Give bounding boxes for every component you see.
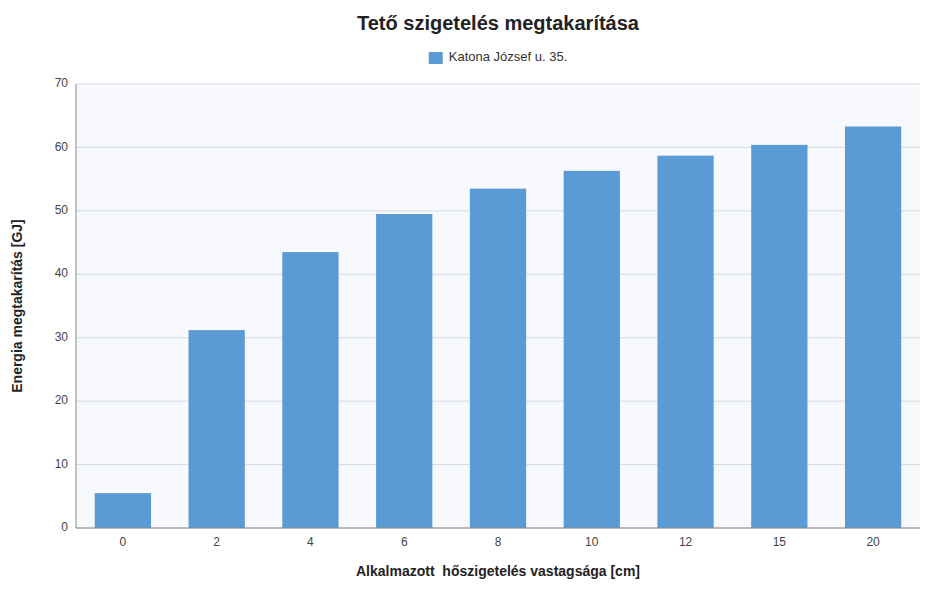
bar: [189, 330, 245, 528]
bar: [470, 189, 526, 528]
y-grid: [76, 84, 920, 528]
y-axis-line: [76, 84, 77, 528]
y-tick-label: 20: [55, 393, 69, 407]
bar: [751, 145, 807, 528]
bar: [845, 126, 901, 528]
x-axis-label: Alkalmazott hőszigetelés vastagsága [cm]: [356, 563, 640, 579]
bar: [95, 493, 151, 528]
x-tick-label: 4: [307, 535, 314, 549]
bar: [282, 252, 338, 528]
x-tick-label: 15: [773, 535, 787, 549]
legend: Katona József u. 35.: [429, 49, 568, 64]
y-ticks: 0 10 20 30 40 50 60 70: [55, 76, 69, 534]
y-tick-label: 40: [55, 266, 69, 280]
y-tick-label: 50: [55, 203, 69, 217]
x-tick-label: 2: [213, 535, 220, 549]
x-tick-label: 6: [401, 535, 408, 549]
x-tick-label: 10: [585, 535, 599, 549]
x-tick-label: 12: [679, 535, 693, 549]
chart-svg: 0 10 20 30 40 50 60 70 0 2 4 6 8 10 12 15 20 Alkalmazott …: [0, 0, 944, 592]
x-axis-line: [76, 528, 920, 529]
x-tick-label: 8: [495, 535, 502, 549]
chart-title: Tető szigetelés megtakarítása: [357, 12, 640, 34]
x-tick-label: 20: [866, 535, 880, 549]
y-axis-label: Energia megtakarítás [GJ]: [9, 219, 25, 393]
y-tick-label: 0: [61, 520, 68, 534]
bar: [564, 171, 620, 528]
y-tick-label: 30: [55, 330, 69, 344]
y-tick-label: 60: [55, 140, 69, 154]
plot-background: [76, 84, 920, 528]
bar: [376, 214, 432, 528]
bars: [95, 126, 901, 528]
legend-swatch: [429, 52, 443, 64]
grid-line: [76, 528, 920, 529]
y-tick-label: 10: [55, 457, 69, 471]
legend-label: Katona József u. 35.: [449, 49, 568, 64]
chart-container: 0 10 20 30 40 50 60 70 0 2 4 6 8 10 12 15 20 Alkalmazott …: [0, 0, 944, 592]
bar: [657, 156, 713, 528]
x-tick-label: 0: [120, 535, 127, 549]
y-tick-label: 70: [55, 76, 69, 90]
grid-line: [76, 84, 920, 85]
x-ticks: 0 2 4 6 8 10 12 15 20: [120, 535, 881, 549]
